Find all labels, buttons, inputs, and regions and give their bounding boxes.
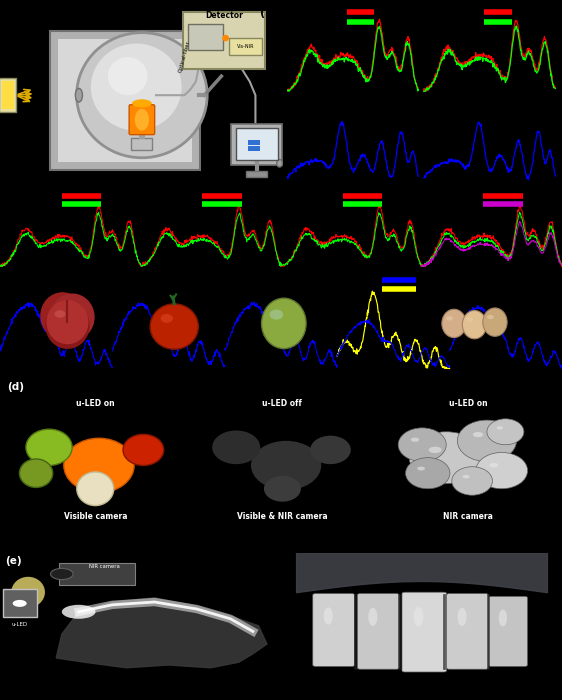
Ellipse shape [417,467,425,470]
FancyBboxPatch shape [232,124,282,164]
FancyBboxPatch shape [447,594,488,669]
Circle shape [222,35,229,41]
Ellipse shape [135,108,149,131]
Text: (d): (d) [7,382,24,392]
Ellipse shape [429,447,442,453]
Ellipse shape [497,426,503,430]
Polygon shape [139,133,145,139]
FancyBboxPatch shape [248,140,253,145]
FancyBboxPatch shape [59,563,135,585]
Circle shape [251,441,321,490]
Ellipse shape [324,607,333,624]
Ellipse shape [40,292,85,340]
FancyBboxPatch shape [3,589,37,617]
FancyBboxPatch shape [488,596,527,666]
Circle shape [487,419,524,444]
Circle shape [457,420,516,461]
FancyBboxPatch shape [132,138,152,150]
Ellipse shape [442,309,466,337]
Ellipse shape [123,434,164,466]
Circle shape [13,600,27,607]
Text: u-LED on: u-LED on [449,400,488,408]
Ellipse shape [277,160,282,167]
Text: Detector: Detector [205,11,243,20]
Text: Vis-NIR: Vis-NIR [237,43,254,49]
FancyBboxPatch shape [402,592,447,672]
Text: Visible camera: Visible camera [64,512,127,521]
FancyBboxPatch shape [313,594,355,666]
Ellipse shape [463,475,470,479]
Ellipse shape [411,438,419,442]
Polygon shape [56,598,267,668]
Text: Optical-fiber: Optical-fiber [178,41,191,74]
Text: u-LED off: u-LED off [262,400,302,408]
Ellipse shape [62,605,96,619]
Circle shape [264,476,301,502]
Text: (e): (e) [6,556,22,566]
FancyBboxPatch shape [235,128,278,160]
Ellipse shape [490,463,498,468]
FancyBboxPatch shape [357,594,399,669]
FancyBboxPatch shape [183,12,265,69]
Ellipse shape [270,309,283,320]
Ellipse shape [368,608,378,626]
Circle shape [310,435,351,464]
Circle shape [108,57,148,95]
Text: u-LED: u-LED [12,622,28,626]
Ellipse shape [446,316,453,321]
Ellipse shape [161,314,173,323]
Text: (a): (a) [6,8,24,18]
Circle shape [476,452,528,489]
Circle shape [212,430,260,464]
Ellipse shape [50,293,94,341]
Ellipse shape [261,298,306,349]
Text: Integrating sphere: Integrating sphere [101,173,183,182]
Ellipse shape [414,607,423,626]
Ellipse shape [20,459,53,487]
Ellipse shape [45,302,90,349]
Circle shape [398,428,446,461]
Ellipse shape [466,317,473,322]
Text: USB: USB [260,81,268,93]
FancyBboxPatch shape [229,38,262,55]
FancyBboxPatch shape [129,105,155,134]
Ellipse shape [26,429,72,466]
Circle shape [406,458,450,489]
Ellipse shape [457,608,466,626]
FancyBboxPatch shape [188,24,223,50]
Text: NIR camera: NIR camera [443,512,493,521]
Circle shape [51,568,73,580]
Ellipse shape [487,315,494,319]
Ellipse shape [483,308,507,336]
FancyBboxPatch shape [2,81,14,109]
Ellipse shape [11,577,45,608]
Ellipse shape [64,438,134,493]
Circle shape [452,467,492,495]
Text: NIR camera: NIR camera [89,564,119,570]
Text: (b): (b) [260,8,278,18]
FancyBboxPatch shape [248,146,253,151]
Ellipse shape [47,300,88,344]
FancyBboxPatch shape [0,78,16,112]
Ellipse shape [75,88,83,102]
FancyBboxPatch shape [49,32,200,170]
Text: Visible & NIR camera: Visible & NIR camera [237,512,328,521]
Text: LED: LED [0,117,15,126]
FancyBboxPatch shape [246,171,268,177]
Ellipse shape [498,610,507,627]
Ellipse shape [473,432,483,438]
FancyBboxPatch shape [254,146,260,151]
Circle shape [409,432,483,484]
FancyBboxPatch shape [58,39,192,162]
Ellipse shape [463,311,487,339]
Ellipse shape [132,99,152,107]
Ellipse shape [150,304,198,349]
Text: u-LED on: u-LED on [76,400,115,408]
Ellipse shape [77,472,114,505]
Circle shape [91,43,182,131]
FancyBboxPatch shape [254,140,260,145]
Circle shape [76,33,207,158]
Ellipse shape [55,310,66,318]
